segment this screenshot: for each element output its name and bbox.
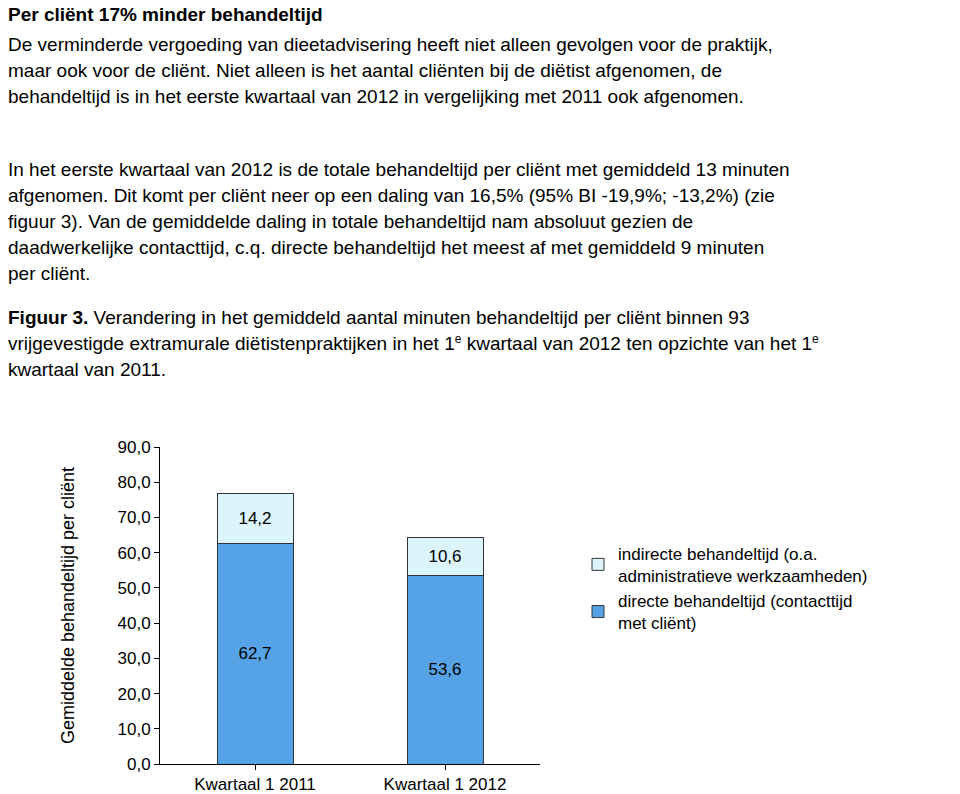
svg-text:indirecte behandeltijd (o.a.ad: indirecte behandeltijd (o.a.administrati… — [618, 545, 867, 586]
html-text:vrijgevestigde extramurale dië: vrijgevestigde extramurale diëtistenprak… — [8, 332, 819, 354]
html-text:Figuur 3. Verandering in het g: Figuur 3. Verandering in het gemiddeld a… — [8, 307, 750, 328]
html-text:per cliënt.: per cliënt. — [8, 263, 91, 284]
html-text:maar ook voor de cliënt. Niet: maar ook voor de cliënt. Niet alleen is … — [8, 60, 722, 81]
svg-text:70,0: 70,0 — [118, 508, 151, 527]
html-text:figuur 3). Van de gemiddelde d: figuur 3). Van de gemiddelde daling in t… — [8, 211, 694, 232]
svg-text:60,0: 60,0 — [118, 544, 151, 563]
svg-text:14,2: 14,2 — [238, 509, 271, 528]
svg-text:0,0: 0,0 — [127, 755, 151, 774]
svg-text:10,6: 10,6 — [428, 547, 461, 566]
html-text:De verminderde vergoeding van: De verminderde vergoeding van dieetadvis… — [8, 34, 773, 55]
svg-text:90,0: 90,0 — [118, 438, 151, 457]
html-text:afgenomen. Dit komt per cliënt: afgenomen. Dit komt per cliënt neer op e… — [8, 185, 775, 206]
svg-text:directe behandeltijd (contactt: directe behandeltijd (contacttijdmet cli… — [618, 592, 852, 633]
svg-text:40,0: 40,0 — [118, 614, 151, 633]
html-text:daadwerkelijke contacttijd, c.: daadwerkelijke contacttijd, c.q. directe… — [8, 237, 765, 258]
svg-text:50,0: 50,0 — [118, 579, 151, 598]
svg-text:80,0: 80,0 — [118, 473, 151, 492]
svg-text:30,0: 30,0 — [118, 649, 151, 668]
html-text:behandeltijd is in het eerste: behandeltijd is in het eerste kwartaal v… — [8, 86, 744, 107]
svg-text:62,7: 62,7 — [238, 644, 271, 663]
svg-text:53,6: 53,6 — [428, 660, 461, 679]
svg-text:Gemiddelde behandeltijd per cl: Gemiddelde behandeltijd per cliënt — [58, 467, 78, 744]
html-text:kwartaal van 2011.: kwartaal van 2011. — [8, 359, 167, 380]
html-text:In het eerste kwartaal van 201: In het eerste kwartaal van 2012 is de to… — [8, 159, 790, 180]
html-text:Per cliënt 17% minder behandel: Per cliënt 17% minder behandeltijd — [8, 4, 323, 25]
svg-text:Kwartaal 1 2011: Kwartaal 1 2011 — [194, 775, 316, 794]
svg-text:10,0: 10,0 — [118, 720, 151, 739]
svg-text:20,0: 20,0 — [118, 685, 151, 704]
svg-text:Kwartaal 1 2012: Kwartaal 1 2012 — [384, 775, 507, 794]
